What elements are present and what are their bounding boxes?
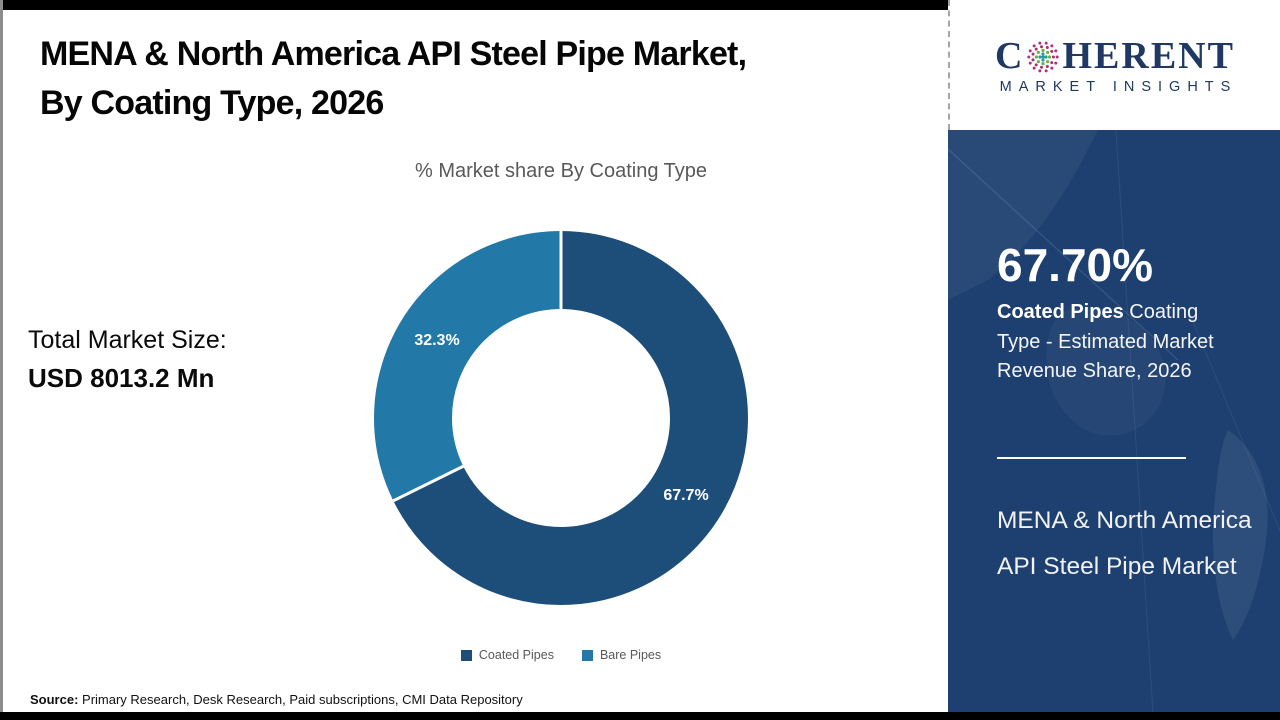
legend-swatch-coated-icon xyxy=(460,649,472,661)
slice-label-bare-pipes: 32.3% xyxy=(414,332,460,349)
stat-description-bold: Coated Pipes xyxy=(997,301,1124,323)
world-map-watermark xyxy=(948,130,1280,712)
brand-letter-c: C xyxy=(995,34,1025,77)
stat-value: 67.70% xyxy=(997,239,1154,291)
brand-logo: C HERENT MARKET INSIGHTS xyxy=(948,0,1280,130)
divider-line xyxy=(997,457,1186,459)
top-accent-bar xyxy=(0,0,948,10)
page-title: MENA & North America API Steel Pipe Mark… xyxy=(40,30,920,128)
legend-item-coated-pipes: Coated Pipes xyxy=(460,648,554,662)
sidebar: C HERENT MARKET INSIGHTS 67.70% Coated P… xyxy=(948,0,1280,712)
donut-chart-svg xyxy=(374,229,748,605)
donut-chart: 32.3% 67.7% xyxy=(373,229,749,606)
market-name: MENA & North America API Steel Pipe Mark… xyxy=(997,507,1252,580)
source-note: Source: Primary Research, Desk Research,… xyxy=(30,692,523,707)
legend-label-bare: Bare Pipes xyxy=(599,648,662,662)
chart-legend: Coated Pipes Bare Pipes xyxy=(361,648,761,662)
page-title-line2: By Coating Type, 2026 xyxy=(40,84,384,122)
stat-description: Coated Pipes Coating Type - Estimated Ma… xyxy=(997,298,1245,387)
legend-label-coated: Coated Pipes xyxy=(478,648,554,662)
total-market-size-value: USD 8013.2 Mn xyxy=(28,363,215,393)
chart-subtitle: % Market share By Coating Type xyxy=(415,160,707,182)
total-market-size: Total Market Size: USD 8013.2 Mn xyxy=(28,322,227,397)
stat-description-rest: Coating Type - Estimated Market Revenue … xyxy=(997,301,1214,382)
total-market-size-label: Total Market Size: xyxy=(28,326,227,354)
brand-tagline: MARKET INSIGHTS xyxy=(999,78,1238,95)
source-label: Source: xyxy=(30,692,79,707)
source-text: Primary Research, Desk Research, Paid su… xyxy=(78,692,523,707)
brand-wordmark: C HERENT xyxy=(995,36,1235,76)
bottom-accent-bar xyxy=(0,712,1280,720)
legend-item-bare-pipes: Bare Pipes xyxy=(581,648,662,662)
slice-separator-lower-left xyxy=(390,464,466,504)
legend-swatch-bare-icon xyxy=(581,649,593,661)
slice-label-coated-pipes: 67.7% xyxy=(663,487,709,504)
dotted-globe-icon xyxy=(1027,41,1060,72)
highlight-panel: 67.70% Coated Pipes Coating Type - Estim… xyxy=(948,130,1280,712)
brand-letters-herent: HERENT xyxy=(1062,34,1235,77)
left-edge-border xyxy=(0,0,3,720)
page-title-line1: MENA & North America API Steel Pipe Mark… xyxy=(40,35,747,73)
